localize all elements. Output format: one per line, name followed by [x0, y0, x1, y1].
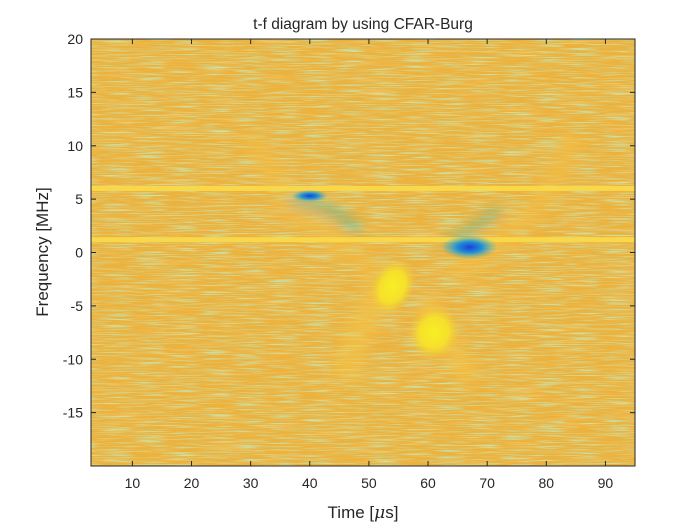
horizontal-line-1 [91, 237, 635, 243]
y-tick-label: -5 [71, 298, 84, 314]
y-tick-label: -10 [63, 351, 83, 367]
y-tick-label: -15 [63, 405, 83, 421]
y-tick-label: 15 [67, 84, 83, 100]
y-tick-label: 5 [75, 191, 83, 207]
x-tick-label: 90 [598, 475, 614, 491]
y-tick-label: 10 [67, 138, 83, 154]
x-axis: 10 20 30 40 50 60 70 80 90 [125, 39, 614, 491]
x-axis-label: Time [μs] [328, 503, 399, 523]
x-tick-label: 70 [479, 475, 495, 491]
cold_blob-2 [441, 235, 498, 260]
x-tick-label: 60 [420, 475, 436, 491]
y-tick-label: 20 [67, 31, 83, 47]
x-tick-label: 80 [539, 475, 555, 491]
heatmap-plot-area [91, 39, 635, 466]
y-axis-label: Frequency [MHz] [33, 187, 52, 316]
horizontal-line-0 [91, 185, 635, 191]
chart-title: t-f diagram by using CFAR-Burg [253, 16, 473, 33]
y-axis: 20 15 10 5 0 -5 -10 -15 [63, 31, 635, 421]
cold_blob-3 [291, 189, 328, 202]
x-tick-label: 50 [361, 475, 377, 491]
x-tick-label: 40 [302, 475, 318, 491]
x-tick-label: 30 [243, 475, 259, 491]
hot_blob-1 [407, 304, 461, 361]
y-tick-label: 0 [75, 245, 83, 261]
x-tick-label: 20 [184, 475, 200, 491]
hot_blob-0 [368, 257, 417, 316]
x-tick-label: 10 [125, 475, 141, 491]
